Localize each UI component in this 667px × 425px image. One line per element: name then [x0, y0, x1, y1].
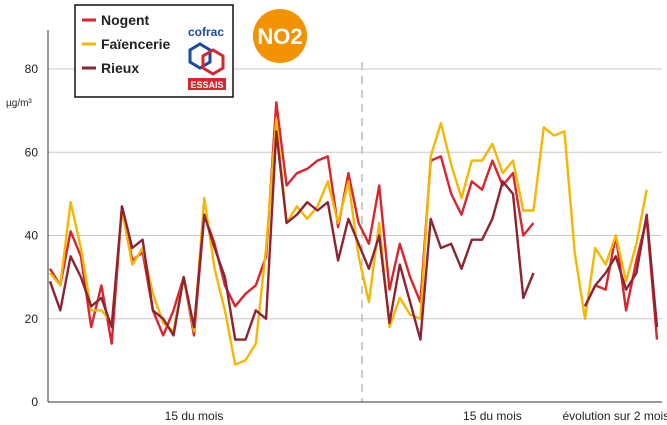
- series-line: [48, 130, 659, 341]
- plot: 0 20 40 60 80 15 du mois 15 du mois évolution s…: [25, 62, 667, 423]
- legend-label: Nogent: [101, 12, 150, 28]
- pollutant-badge: [253, 9, 307, 63]
- logo-text: ESSAIS: [190, 80, 223, 90]
- legend-label: Rieux: [101, 60, 139, 76]
- y-tick-label: 80: [25, 62, 39, 76]
- logo-hex: [201, 48, 225, 76]
- pollutant-label: NO2: [257, 24, 302, 49]
- legend-entries: Nogent Faïencerie Rieux: [82, 12, 170, 76]
- logo-hex: [188, 42, 212, 70]
- y-tick-label: 40: [25, 229, 39, 243]
- x-tick-label: évolution sur 2 mois: [562, 409, 667, 423]
- legend-label: Faïencerie: [101, 36, 170, 52]
- x-tick-label: 15 du mois: [165, 409, 224, 423]
- y-axis-label: µg/m³: [6, 98, 32, 109]
- y-tick-label: 60: [25, 145, 39, 159]
- cofrac-logo: cofrac ESSAIS: [188, 25, 226, 90]
- logo-band: [188, 78, 226, 90]
- y-tick-label: 0: [31, 395, 38, 409]
- logo-text: cofrac: [188, 25, 224, 39]
- x-tick-label: 15 du mois: [463, 409, 522, 423]
- y-tick-label: 20: [25, 312, 39, 326]
